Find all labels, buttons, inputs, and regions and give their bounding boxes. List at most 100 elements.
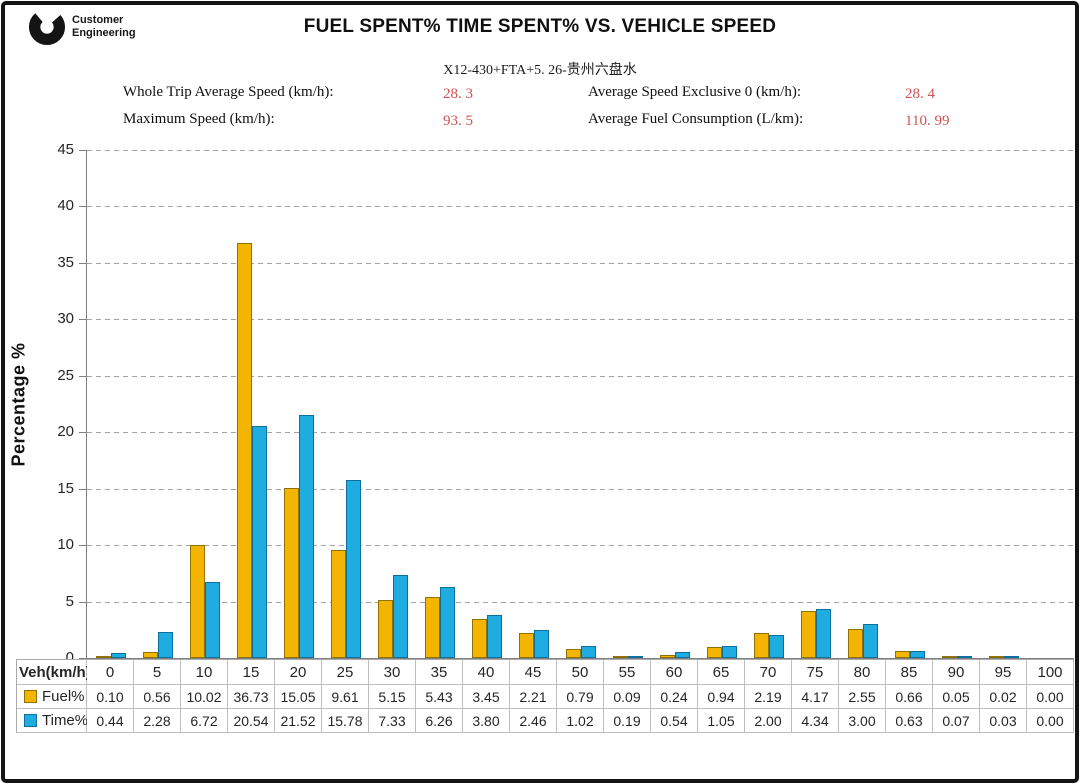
y-tick-mark xyxy=(79,206,86,208)
speed-header-cell: 80 xyxy=(839,660,886,685)
time-value-cell: 6.72 xyxy=(181,709,228,733)
fuel-value-cell: 2.21 xyxy=(510,685,557,709)
fuel-bar xyxy=(753,633,769,658)
y-grid-line xyxy=(87,262,1074,264)
fuel-bar xyxy=(330,550,346,658)
fuel-value-cell: 0.00 xyxy=(1027,685,1074,709)
time-bar xyxy=(486,615,502,658)
time-value-cell: 20.54 xyxy=(228,709,275,733)
time-bar xyxy=(439,587,455,658)
time-bar xyxy=(815,609,831,658)
logo-line-2: Engineering xyxy=(72,27,136,39)
speed-header-cell: 10 xyxy=(181,660,228,685)
time-bar xyxy=(627,656,643,658)
y-grid-line xyxy=(87,150,1074,151)
y-grid-line xyxy=(87,545,1074,547)
series-label-time: Time% xyxy=(17,709,89,733)
table-corner-label: Veh(km/h) xyxy=(17,660,91,685)
speed-header-cell: 45 xyxy=(510,660,557,685)
y-grid-line xyxy=(87,319,1074,321)
y-tick-mark xyxy=(79,545,86,547)
fuel-value-cell: 36.73 xyxy=(228,685,275,709)
time-value-cell: 15.78 xyxy=(322,709,369,733)
y-tick-label: 20 xyxy=(57,423,74,441)
time-value-cell: 0.07 xyxy=(933,709,980,733)
y-grid-line xyxy=(87,432,1074,434)
speed-header-cell: 95 xyxy=(980,660,1027,685)
time-value-cell: 2.28 xyxy=(134,709,181,733)
time-bar xyxy=(580,646,596,658)
legend-swatch-time-icon xyxy=(24,714,37,727)
time-bar xyxy=(251,426,267,658)
time-value-cell: 6.26 xyxy=(416,709,463,733)
speed-header-cell: 40 xyxy=(463,660,510,685)
time-value-cell: 0.00 xyxy=(1027,709,1074,733)
y-axis-title: Percentage % xyxy=(8,342,29,467)
stat-label: Maximum Speed (km/h): xyxy=(123,111,275,127)
series-label-fuel: Fuel% xyxy=(17,685,87,709)
fuel-value-cell: 5.15 xyxy=(369,685,416,709)
time-value-cell: 7.33 xyxy=(369,709,416,733)
y-tick-mark xyxy=(79,488,86,490)
time-bar xyxy=(392,575,408,658)
time-value-cell: 0.44 xyxy=(87,709,134,733)
time-value-cell: 2.00 xyxy=(745,709,792,733)
y-tick-label: 35 xyxy=(57,253,74,271)
fuel-value-cell: 15.05 xyxy=(275,685,322,709)
y-tick-mark xyxy=(79,432,86,434)
y-tick-mark xyxy=(79,375,86,377)
fuel-value-cell: 0.05 xyxy=(933,685,980,709)
stat-average-speed-exclusive-0: Average Speed Exclusive 0 (km/h): 28. 4 xyxy=(588,84,935,102)
y-tick-label: 5 xyxy=(65,592,74,610)
legend-swatch-fuel-icon xyxy=(24,690,37,703)
speed-header-cell: 75 xyxy=(792,660,839,685)
time-value-cell: 3.00 xyxy=(839,709,886,733)
speed-header-cell: 55 xyxy=(604,660,651,685)
stat-value: 28. 4 xyxy=(905,86,935,102)
y-grid-line xyxy=(87,601,1074,603)
fuel-value-cell: 9.61 xyxy=(322,685,369,709)
fuel-value-cell: 2.19 xyxy=(745,685,792,709)
speed-header-cell: 5 xyxy=(134,660,181,685)
time-value-cell: 1.05 xyxy=(698,709,745,733)
series-name: Time% xyxy=(42,712,89,729)
speed-header-cell: 70 xyxy=(745,660,792,685)
speed-header-cell: 90 xyxy=(933,660,980,685)
time-value-cell: 4.34 xyxy=(792,709,839,733)
time-bar xyxy=(110,653,126,658)
time-value-cell: 21.52 xyxy=(275,709,322,733)
fuel-value-cell: 0.09 xyxy=(604,685,651,709)
time-bar xyxy=(157,632,173,658)
y-tick-label: 30 xyxy=(57,310,74,328)
fuel-bar xyxy=(95,656,111,658)
time-bar xyxy=(721,646,737,658)
time-value-cell: 0.03 xyxy=(980,709,1027,733)
y-grid-line xyxy=(87,375,1074,377)
stat-maximum-speed: Maximum Speed (km/h): 93. 5 xyxy=(123,111,473,129)
chart-subtitle: X12-430+FTA+5. 26-贵州六盘水 xyxy=(443,63,637,78)
fuel-value-cell: 0.79 xyxy=(557,685,604,709)
cummins-c-icon xyxy=(28,8,66,46)
page-title: FUEL SPENT% TIME SPENT% VS. VEHICLE SPEE… xyxy=(303,16,777,37)
time-bar xyxy=(674,652,690,658)
y-tick-mark xyxy=(79,262,86,264)
data-table: Veh(km/h) 0 5 10 15 20 25 30 35 40 45 50 55 60 65 70 75 8… xyxy=(16,659,1074,733)
fuel-value-cell: 4.17 xyxy=(792,685,839,709)
fuel-bar xyxy=(565,649,581,658)
y-tick-label: 15 xyxy=(57,479,74,497)
speed-header-cell: 65 xyxy=(698,660,745,685)
time-value-cell: 3.80 xyxy=(463,709,510,733)
time-value-cell: 0.54 xyxy=(651,709,698,733)
speed-header-cell: 100 xyxy=(1027,660,1074,685)
speed-header-cell: 25 xyxy=(322,660,369,685)
time-value-cell: 1.02 xyxy=(557,709,604,733)
time-bar xyxy=(862,624,878,658)
fuel-bar xyxy=(706,647,722,658)
time-value-cell: 0.63 xyxy=(886,709,933,733)
fuel-bar xyxy=(659,655,675,658)
speed-header-cell: 50 xyxy=(557,660,604,685)
fuel-bar xyxy=(847,629,863,658)
fuel-bar xyxy=(283,488,299,658)
fuel-bar xyxy=(236,243,252,658)
